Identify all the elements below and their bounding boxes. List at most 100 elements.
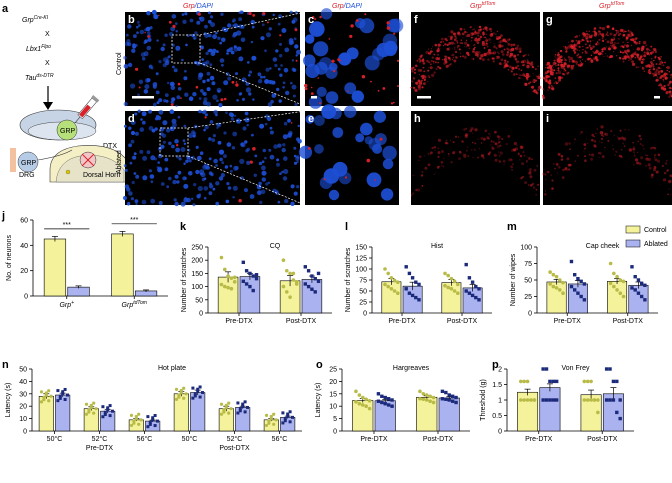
data-point xyxy=(310,274,314,278)
x-tick-label: Post-DTX xyxy=(286,318,317,325)
tdtom-mark xyxy=(615,29,617,32)
tdtom-mark xyxy=(508,38,511,41)
tdtom-mark xyxy=(589,57,592,60)
nucleus-mark xyxy=(249,194,255,199)
tdtom-mark xyxy=(520,61,522,63)
tdtom-mark xyxy=(500,137,504,141)
data-point xyxy=(618,398,622,402)
tdtom-mark xyxy=(452,58,453,60)
tdtom-mark xyxy=(422,62,426,65)
nucleus-mark xyxy=(277,200,281,204)
data-point xyxy=(196,387,200,391)
tdtom-mark xyxy=(489,51,492,55)
tdtom-mark xyxy=(521,175,524,179)
tdtom-mark xyxy=(428,48,430,50)
nucleus-mark xyxy=(168,176,172,181)
tdtom-mark xyxy=(502,38,506,42)
tdtom-mark xyxy=(472,156,474,159)
tdtom-mark xyxy=(522,151,525,154)
tdtom-mark xyxy=(452,57,455,59)
grp-signal-mark xyxy=(248,11,252,16)
data-point xyxy=(291,415,294,419)
nucleus-mark xyxy=(279,172,282,175)
tdtom-mark xyxy=(583,32,587,37)
tdtom-mark xyxy=(546,66,550,70)
bar-control xyxy=(83,408,99,432)
data-point xyxy=(92,411,96,415)
tdtom-mark xyxy=(464,134,468,138)
grp-signal-mark xyxy=(180,97,182,99)
tdtom-mark xyxy=(599,156,601,159)
nucleus-mark xyxy=(220,173,225,178)
tdtom-mark xyxy=(581,38,584,42)
nucleus-mark xyxy=(134,199,139,204)
tdtom-mark xyxy=(535,188,538,191)
tdtom-mark xyxy=(580,64,582,66)
grp-signal-mark xyxy=(382,87,386,90)
nucleus-mark xyxy=(208,11,211,15)
data-point xyxy=(464,289,468,293)
tdtom-mark xyxy=(604,146,606,149)
nucleus-mark xyxy=(174,22,178,25)
tdtom-mark xyxy=(476,31,479,35)
tdtom-mark xyxy=(516,144,518,147)
nucleus-mark xyxy=(245,82,250,86)
tdtom-mark xyxy=(467,146,469,148)
tdtom-mark xyxy=(518,68,520,70)
nucleus-mark xyxy=(251,55,257,61)
tdtom-mark xyxy=(623,145,626,148)
tdtom-mark xyxy=(557,70,562,75)
nucleus-mark xyxy=(289,10,293,14)
tdtom-mark xyxy=(426,59,429,63)
tdtom-mark xyxy=(526,61,530,65)
data-point xyxy=(269,414,273,419)
tdtom-mark xyxy=(448,155,450,157)
grp-signal-mark xyxy=(344,176,348,179)
nucleus-mark xyxy=(294,102,298,107)
grp-signal-mark xyxy=(279,34,282,37)
tdtom-mark xyxy=(467,155,470,158)
tdtom-mark xyxy=(586,33,589,36)
nucleus-mark xyxy=(203,196,207,200)
data-point xyxy=(63,387,67,391)
tdtom-mark xyxy=(461,129,463,131)
tdtom-mark xyxy=(429,66,433,70)
y-tick-label: 50 xyxy=(359,289,367,296)
tdtom-mark xyxy=(430,50,433,53)
tdtom-mark xyxy=(576,49,579,51)
tdtom-mark xyxy=(545,80,548,83)
chart-title: Hist xyxy=(431,243,443,250)
nucleus-mark xyxy=(227,23,232,28)
nucleus-mark xyxy=(163,99,167,103)
tdtom-mark xyxy=(463,154,467,158)
tdtom-mark xyxy=(463,55,467,59)
significance-label: *** xyxy=(63,222,71,229)
data-point xyxy=(251,274,255,278)
tdtom-mark xyxy=(519,74,521,76)
data-point xyxy=(633,275,637,279)
data-point xyxy=(179,388,183,393)
tdtom-mark xyxy=(603,132,607,136)
nucleus-mark xyxy=(233,165,239,171)
nucleus-mark xyxy=(155,90,160,95)
nucleus-mark xyxy=(384,44,397,57)
tdtom-mark xyxy=(616,136,619,138)
tdtom-mark xyxy=(415,64,418,68)
grp-signal-mark xyxy=(386,26,391,30)
tdtom-mark xyxy=(575,60,578,64)
nucleus-mark xyxy=(266,32,271,38)
nucleus-mark xyxy=(128,143,133,148)
data-point xyxy=(101,405,105,409)
tdtom-mark xyxy=(524,82,526,84)
nucleus-mark xyxy=(205,51,209,56)
nucleus-mark xyxy=(291,20,296,24)
data-point xyxy=(454,395,458,400)
tdtom-mark xyxy=(559,55,563,58)
tdtom-mark xyxy=(654,158,658,162)
tdtom-mark xyxy=(422,66,425,69)
tdtom-mark xyxy=(592,40,594,41)
nucleus-mark xyxy=(131,180,135,185)
tdtom-mark xyxy=(574,138,576,140)
nucleus-mark xyxy=(297,124,300,128)
